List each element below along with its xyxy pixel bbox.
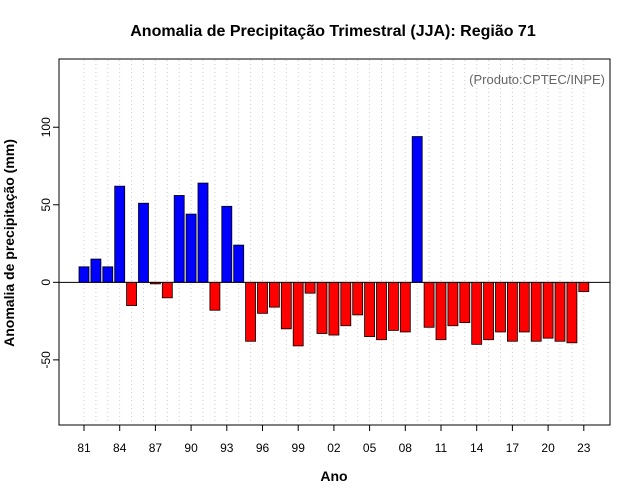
bar-1990 bbox=[185, 213, 197, 283]
bar-1983 bbox=[102, 266, 114, 283]
bar-1997 bbox=[268, 281, 280, 308]
bar-2002 bbox=[328, 281, 340, 336]
bar-2020 bbox=[542, 281, 554, 339]
bar-2019 bbox=[530, 281, 542, 342]
x-tick-label: 81 bbox=[77, 441, 91, 455]
chart-title: Anomalia de Precipitação Trimestral (JJA… bbox=[130, 23, 536, 40]
x-tick-label: 14 bbox=[470, 441, 484, 455]
bar-1994 bbox=[233, 244, 245, 283]
bar-2000 bbox=[304, 281, 316, 294]
x-tick-label: 87 bbox=[149, 441, 163, 455]
x-tick-label: 02 bbox=[327, 441, 341, 455]
x-axis-label: Ano bbox=[320, 468, 347, 484]
bar-1985 bbox=[126, 281, 137, 306]
bar-2017 bbox=[506, 281, 518, 342]
bar-2022 bbox=[566, 281, 578, 344]
x-tick-label: 23 bbox=[577, 441, 591, 455]
x-tick-label: 20 bbox=[541, 441, 555, 455]
bar-1986 bbox=[138, 202, 149, 283]
bar-1993 bbox=[221, 205, 233, 283]
y-axis-label: Anomalia de precipitação (mm) bbox=[1, 139, 17, 347]
bar-1998 bbox=[280, 281, 292, 330]
x-tick-label: 93 bbox=[220, 441, 234, 455]
y-tick-label: 50 bbox=[39, 198, 53, 212]
bar-2004 bbox=[352, 281, 364, 316]
bar-1999 bbox=[292, 281, 304, 347]
bar-2018 bbox=[518, 281, 530, 333]
bar-2005 bbox=[364, 281, 376, 338]
y-tick-label: 100 bbox=[39, 117, 53, 137]
bars bbox=[78, 136, 590, 347]
bar-1995 bbox=[245, 281, 257, 342]
credit-label: (Produto:CPTEC/INPE) bbox=[469, 72, 605, 87]
bar-2021 bbox=[554, 281, 566, 342]
bar-1981 bbox=[78, 266, 90, 283]
bar-1989 bbox=[173, 195, 185, 283]
grid-lines bbox=[83, 60, 585, 424]
x-tick-label: 96 bbox=[256, 441, 270, 455]
bar-2016 bbox=[495, 281, 506, 333]
bar-2009 bbox=[411, 136, 423, 283]
y-tick-label: -50 bbox=[39, 351, 53, 369]
bar-2012 bbox=[447, 281, 459, 327]
bar-2010 bbox=[423, 281, 435, 328]
bar-2001 bbox=[316, 281, 328, 334]
bar-1988 bbox=[161, 281, 173, 299]
bar-2023 bbox=[578, 281, 590, 293]
bar-1996 bbox=[257, 281, 268, 314]
bar-1984 bbox=[114, 185, 126, 283]
x-axis: 81 84 87 90 93 96 99 02 05 08 11 14 17 20 23 bbox=[77, 425, 591, 455]
bar-2007 bbox=[387, 281, 399, 331]
x-tick-label: 08 bbox=[399, 441, 413, 455]
bar-1991 bbox=[197, 182, 209, 283]
bar-2015 bbox=[483, 281, 495, 341]
bar-2013 bbox=[459, 281, 471, 324]
bar-2003 bbox=[340, 281, 352, 327]
y-tick-label: 0 bbox=[39, 279, 53, 286]
plot-frame bbox=[58, 58, 611, 426]
y-axis: -50 0 50 100 bbox=[39, 117, 59, 369]
bar-1992 bbox=[209, 281, 221, 311]
bar-2008 bbox=[399, 281, 411, 333]
x-tick-label: 90 bbox=[184, 441, 198, 455]
x-tick-label: 11 bbox=[435, 441, 448, 455]
x-tick-label: 99 bbox=[292, 441, 306, 455]
bar-1982 bbox=[90, 258, 102, 283]
x-tick-label: 84 bbox=[113, 441, 127, 455]
x-tick-label: 17 bbox=[506, 441, 520, 455]
bar-2011 bbox=[435, 281, 447, 341]
bar-2006 bbox=[376, 281, 387, 341]
x-tick-label: 05 bbox=[363, 441, 377, 455]
bar-2014 bbox=[471, 281, 483, 345]
